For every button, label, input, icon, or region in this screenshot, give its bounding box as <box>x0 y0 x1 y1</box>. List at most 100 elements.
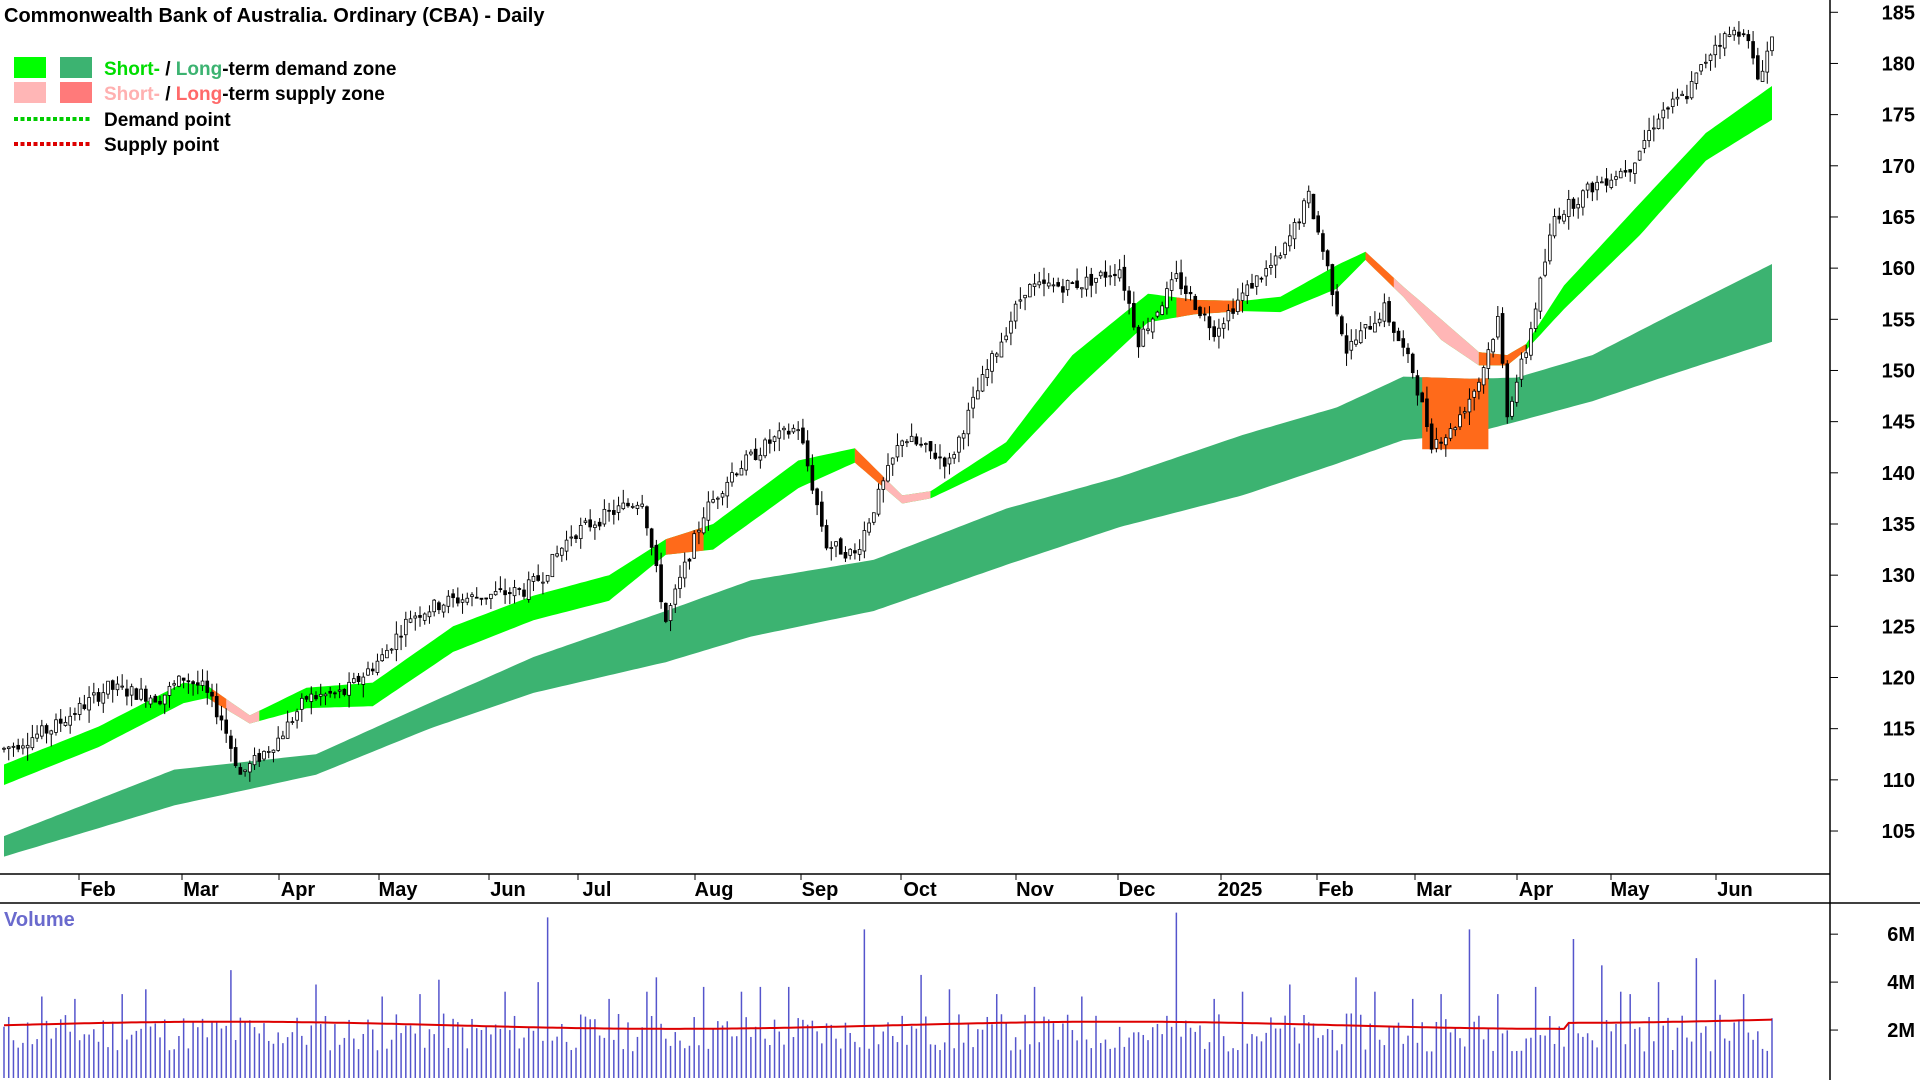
y-tick-label: 185 <box>1882 2 1915 24</box>
candle-body <box>1302 200 1306 224</box>
candle-body <box>342 688 347 695</box>
candle-body <box>1354 339 1358 345</box>
candle-body <box>966 409 971 435</box>
candle-body <box>999 341 1004 358</box>
y-tick-label: 105 <box>1882 821 1915 843</box>
candle-body <box>68 715 72 726</box>
candle-body <box>555 553 559 557</box>
y-tick-label: 120 <box>1882 668 1915 690</box>
candle-body <box>238 767 243 775</box>
candle-body <box>1661 109 1666 119</box>
legend-demand-short: Short- <box>104 59 160 80</box>
candle-body <box>744 454 748 471</box>
candle-body <box>1042 279 1046 284</box>
candle-body <box>49 730 54 735</box>
x-tick-label: Aug <box>695 879 734 901</box>
candle-body <box>919 443 923 446</box>
candle-body <box>1685 95 1689 100</box>
legend-supply-short: Short- <box>104 84 160 105</box>
candle-body <box>820 501 824 527</box>
candle-body <box>1297 221 1302 224</box>
candle-body <box>541 581 545 584</box>
candle-body <box>976 390 980 400</box>
candle-body <box>347 681 351 696</box>
candle-body <box>1614 176 1618 180</box>
candle-body <box>1486 349 1491 369</box>
y-tick-label: 130 <box>1882 565 1915 587</box>
candle-body <box>437 602 441 611</box>
candle-body <box>564 539 569 552</box>
candle-body <box>1444 437 1448 446</box>
candle-body <box>92 692 96 696</box>
y-tick-label: 155 <box>1882 309 1915 331</box>
volume-label: Volume <box>4 909 75 931</box>
candle-body <box>924 443 928 445</box>
candle-body <box>266 751 271 753</box>
candle-body <box>73 713 77 715</box>
candle-body <box>1221 323 1226 329</box>
candle-body <box>782 427 786 431</box>
candle-body <box>1633 162 1637 174</box>
candle-body <box>824 525 829 549</box>
candle-body <box>271 749 276 753</box>
candle-body <box>167 685 172 696</box>
candle-body <box>1373 322 1377 333</box>
candle-body <box>44 725 49 734</box>
candle-body <box>1155 311 1160 317</box>
candle-body <box>224 719 228 734</box>
candle-body <box>730 472 734 483</box>
candle-body <box>196 682 200 686</box>
candle-body <box>593 524 597 529</box>
candle-body <box>366 668 370 676</box>
candle-body <box>418 615 422 618</box>
candle-body <box>1429 423 1434 450</box>
vol-tick-label: 4M <box>1887 972 1915 994</box>
candle-body <box>446 595 451 607</box>
candle-body <box>517 588 522 590</box>
candle-body <box>801 427 805 444</box>
candle-body <box>1595 181 1599 191</box>
candle-body <box>630 505 635 508</box>
candle-body <box>1382 302 1387 322</box>
legend-demand-sep: / <box>160 59 176 80</box>
candle-body <box>432 599 436 613</box>
candle-body <box>1009 320 1013 334</box>
legend: Short- / Long-term demand zone Short- / … <box>14 57 396 156</box>
legend-swatch-short-supply <box>14 82 46 103</box>
candle-body <box>550 553 555 578</box>
price-y-axis-ticks: 105 110 115 120 125 130 135 140 145 150 155 160 165 1… <box>1830 2 1915 843</box>
candle-body <box>1103 271 1108 278</box>
candle-body <box>612 510 616 515</box>
candle-body <box>295 711 299 721</box>
candle-body <box>905 441 909 444</box>
candle-body <box>58 718 63 724</box>
candle-body <box>399 635 403 638</box>
candle-body <box>1533 308 1538 329</box>
candle-body <box>602 508 607 525</box>
candle-body <box>1581 190 1585 208</box>
candle-body <box>465 597 470 603</box>
candle-body <box>323 693 328 697</box>
candle-body <box>1349 340 1354 351</box>
candle-body <box>1415 375 1420 396</box>
candle-body <box>957 436 961 453</box>
candle-body <box>233 747 238 767</box>
candle-body <box>1538 277 1543 312</box>
candle-body <box>522 589 526 597</box>
candle-body <box>1406 347 1410 355</box>
candle-body <box>1150 318 1155 333</box>
y-tick-label: 140 <box>1882 463 1915 485</box>
candle-body <box>1628 169 1632 173</box>
candle-body <box>848 548 852 556</box>
candle-body <box>1254 275 1259 287</box>
candle-body <box>54 719 58 733</box>
candle-body <box>1425 398 1429 428</box>
candle-body <box>701 517 706 534</box>
candle-body <box>1226 310 1231 322</box>
candle-body <box>668 605 673 622</box>
candle-body <box>1637 150 1642 161</box>
candle-body <box>1519 358 1524 380</box>
candle-body <box>1174 273 1179 279</box>
candle-body <box>1529 328 1533 356</box>
